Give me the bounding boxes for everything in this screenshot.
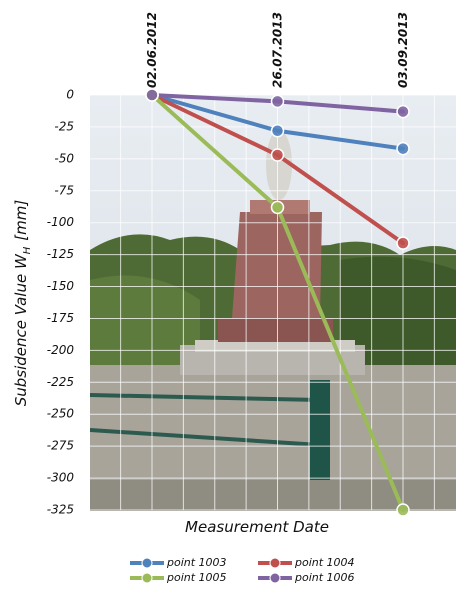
legend-label: point 1004 [294,556,355,569]
legend-marker [269,572,281,584]
y-axis-title: Subsidence Value WH [mm] [12,200,33,407]
y-tick-label: -225 [47,375,74,389]
y-axis-title-main: Subsidence Value W [12,253,30,406]
legend-marker [269,557,281,569]
y-tick-label: -175 [47,311,74,325]
x-tick-label: 02.06.2012 [145,12,159,88]
series [145,88,410,517]
x-tick-label: 26.07.2013 [271,12,285,88]
data-point [270,124,285,138]
data-point [270,94,285,109]
y-tick-label: -150 [47,279,75,293]
x-tick-label: 03.09.2013 [396,12,410,88]
y-tick-label: -25 [54,119,74,133]
y-tick-label: -100 [47,215,75,229]
y-tick-label: -325 [47,503,74,517]
data-point [396,236,410,250]
data-point [396,104,410,119]
legend-label: point 1005 [166,571,227,584]
legend-marker [141,557,153,569]
legend-marker [141,572,153,584]
y-tick-label: 0 [66,88,74,102]
legend-label: point 1003 [166,556,227,569]
y-tick-label: -50 [54,151,74,165]
y-tick-label: -75 [54,183,74,197]
y-axis-title-subscript: H [22,246,33,254]
data-point [270,200,285,215]
background-photo [90,95,456,511]
y-tick-label: -125 [47,247,74,261]
data-point [145,88,159,102]
legend-label: point 1006 [294,571,355,584]
data-point [270,148,285,162]
y-tick-label: -300 [47,471,75,485]
y-tick-label: -275 [47,439,74,453]
legend: point 1003 point 1004 point 1005 point 1006 [130,556,355,584]
x-axis-title: Measurement Date [185,518,329,536]
y-tick-label: -250 [47,407,75,421]
data-point [396,141,410,156]
data-point [396,503,410,517]
y-axis-title-unit: [mm] [12,200,30,241]
y-tick-label: -200 [47,343,75,357]
